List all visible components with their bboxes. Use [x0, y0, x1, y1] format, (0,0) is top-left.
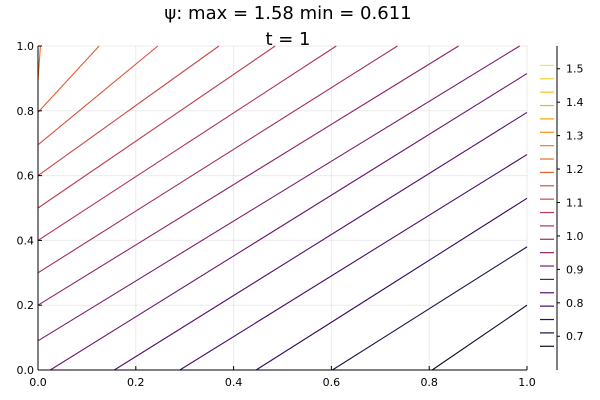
y-tick-label: 0.8 [17, 105, 35, 118]
x-tick-label: 0.6 [323, 376, 341, 389]
y-tick-label: 0.4 [17, 234, 35, 247]
contour-line [37, 45, 159, 146]
colorbar-tick-label: 1.3 [566, 130, 584, 143]
contour-line [37, 45, 459, 306]
colorbar: 0.7 0.8 0.9 1.0 1.1 1.2 1.3 1.4 1.5 [540, 46, 584, 370]
contour-line [431, 304, 528, 371]
contour-line [37, 45, 100, 113]
contour-lines [37, 45, 528, 371]
x-tick-label: 0.2 [127, 376, 145, 389]
contour-line [113, 111, 528, 371]
colorbar-tick-label: 1.4 [566, 96, 584, 109]
chart-subtitle: t = 1 [265, 29, 310, 50]
y-tick-label: 0.0 [17, 364, 35, 377]
colorbar-tick-label: 1.0 [566, 230, 584, 243]
y-tick-label: 0.2 [17, 299, 35, 312]
x-tick-label: 0.4 [225, 376, 243, 389]
y-tick-label: 1.0 [17, 40, 35, 53]
x-tick-label: 1.0 [518, 376, 536, 389]
colorbar-tick-label: 0.7 [566, 330, 584, 343]
colorbar-tick-label: 1.2 [566, 163, 584, 176]
colorbar-tick-label: 1.5 [566, 63, 584, 76]
grid-lines [37, 45, 528, 371]
contour-line [332, 246, 528, 371]
contour-line [37, 45, 220, 177]
x-tick-label: 0.8 [420, 376, 438, 389]
colorbar-tick-label: 1.1 [566, 196, 584, 209]
contour-line [37, 45, 398, 274]
contour-line [49, 73, 528, 371]
contour-line [37, 45, 276, 209]
colorbar-tick-label: 0.8 [566, 297, 584, 310]
contour-line [37, 45, 337, 241]
axes: 0.0 0.2 0.4 0.6 0.8 1.0 0.0 0.2 0.4 0.6 0.8 1.0 [17, 40, 536, 389]
contour-line [255, 197, 528, 371]
y-tick-label: 0.6 [17, 170, 35, 183]
chart-title: ψ: max = 1.58 min = 0.611 [164, 3, 411, 24]
contour-line [37, 45, 520, 342]
x-tick-label: 0.0 [29, 376, 47, 389]
colorbar-tick-label: 0.9 [566, 263, 584, 276]
contour-line [179, 154, 528, 371]
